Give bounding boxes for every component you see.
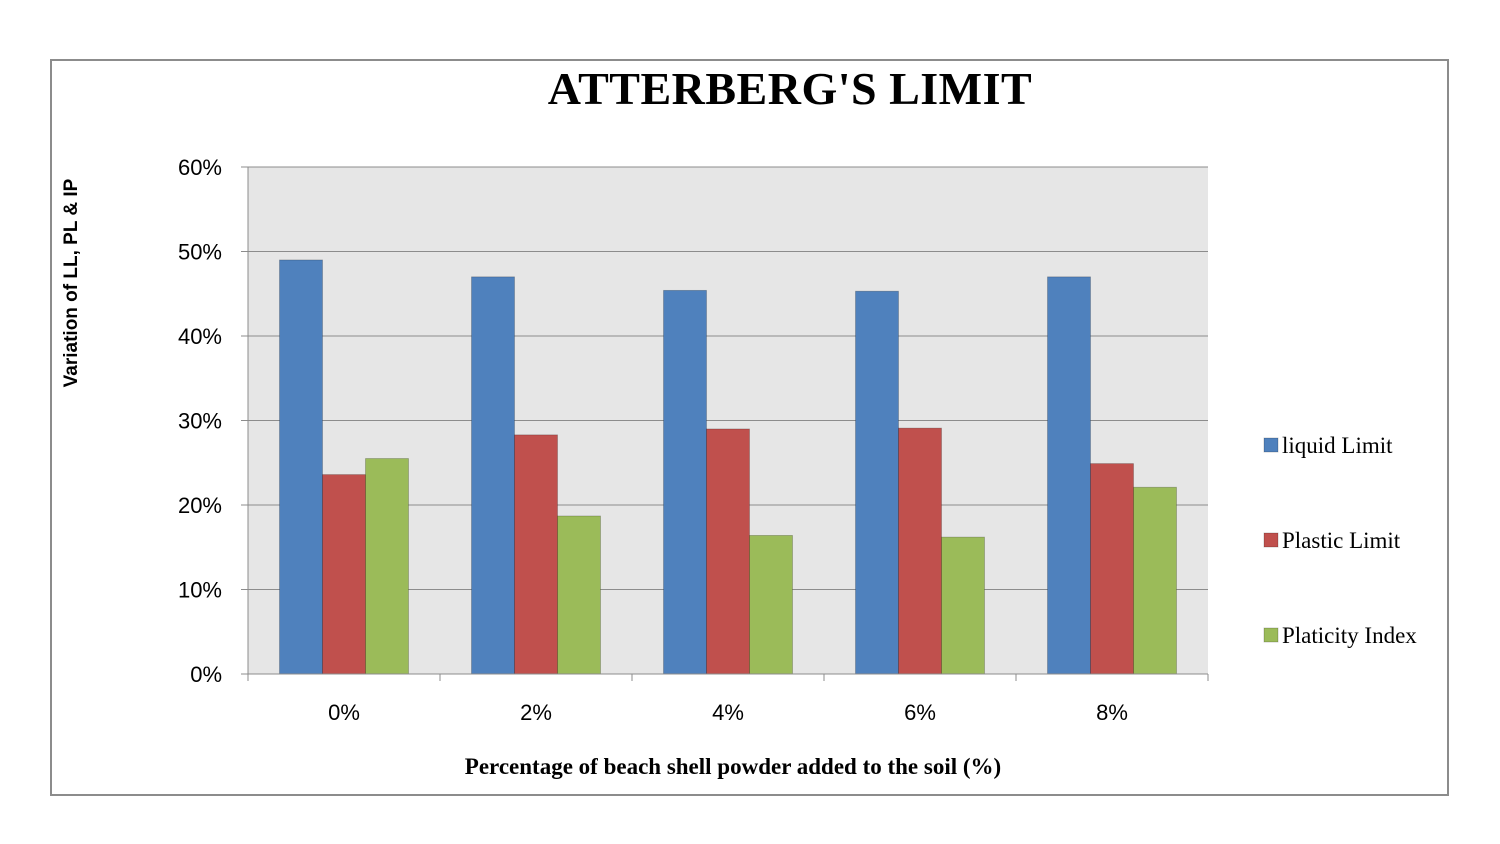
bar-plastic-limit	[1090, 463, 1134, 675]
y-tick-label: 40%	[178, 324, 222, 349]
bar-platicity-index	[749, 535, 793, 675]
chart-title: ATTERBERG'S LIMIT	[547, 63, 1033, 114]
x-tick-label: 0%	[328, 700, 360, 725]
bar-plastic-limit	[322, 474, 366, 675]
bars	[279, 259, 1177, 675]
bar-plastic-limit	[898, 427, 942, 675]
legend-swatch	[1263, 437, 1279, 453]
bar-platicity-index	[365, 458, 409, 675]
x-tick-label: 6%	[904, 700, 936, 725]
x-tick-label: 4%	[712, 700, 744, 725]
bar-liquid-limit	[471, 276, 515, 675]
legend-swatch	[1263, 627, 1279, 643]
bar-plastic-limit	[706, 428, 750, 675]
legend-label: liquid Limit	[1282, 433, 1393, 458]
y-tick-label: 50%	[178, 240, 222, 265]
x-tick-label: 2%	[520, 700, 552, 725]
legend-label: Platicity Index	[1282, 623, 1417, 648]
legend-label: Plastic Limit	[1282, 528, 1401, 553]
legend-swatch	[1263, 532, 1279, 548]
bar-platicity-index	[1133, 486, 1177, 675]
bar-plastic-limit	[514, 434, 558, 675]
bar-liquid-limit	[279, 259, 323, 675]
y-tick-label: 10%	[178, 578, 222, 603]
y-axis-title: Variation of LL, PL & IP	[61, 178, 82, 387]
y-tick-label: 20%	[178, 493, 222, 518]
bar-liquid-limit	[1047, 276, 1091, 675]
axes: 0% 10% 20% 30% 40% 50% 60% 0% 2% 4% 6% 8%	[178, 155, 1209, 725]
y-tick-label: 0%	[190, 662, 222, 687]
bar-platicity-index	[557, 515, 601, 675]
bar-liquid-limit	[663, 289, 707, 675]
y-tick-label: 30%	[178, 409, 222, 434]
bar-platicity-index	[941, 536, 985, 675]
bar-liquid-limit	[855, 290, 899, 675]
legend: liquid Limit Plastic Limit Platicity Index	[1263, 433, 1417, 648]
y-tick-label: 60%	[178, 155, 222, 180]
x-tick-label: 8%	[1096, 700, 1128, 725]
x-axis-title: Percentage of beach shell powder added t…	[465, 754, 1001, 779]
